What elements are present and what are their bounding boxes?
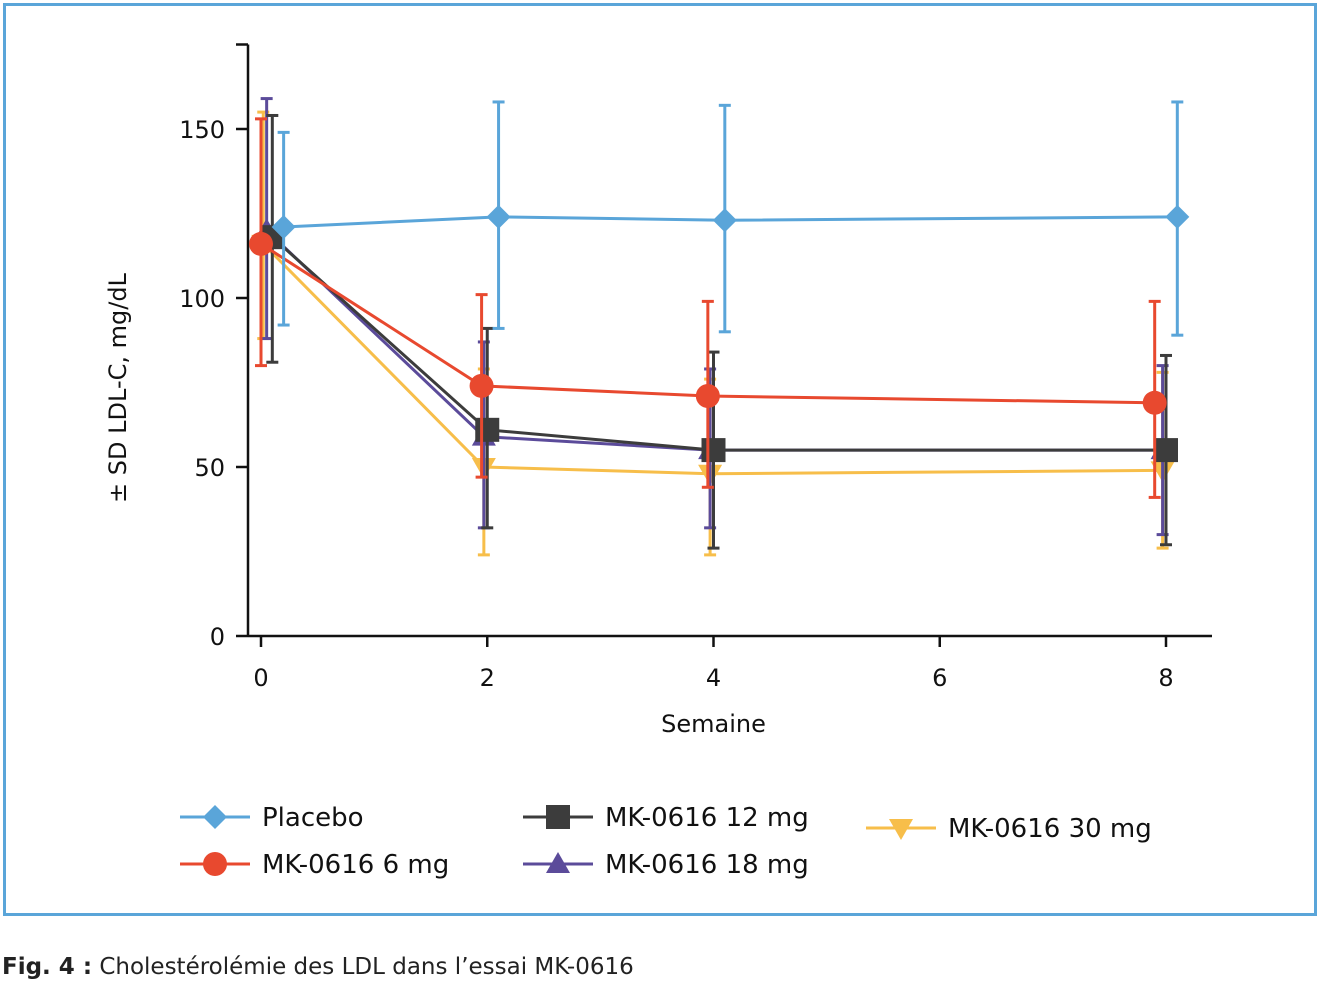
caption-prefix: Fig. 4 : [2,954,93,980]
figure-caption: Fig. 4 : Cholestérolémie des LDL dans l’… [2,954,634,980]
legend-marker [889,819,913,840]
data-point [1165,204,1190,229]
series-line [283,215,1178,229]
legend-label: MK-0616 30 mg [948,814,1152,844]
series-line [271,236,1166,452]
x-tick-label: 0 [253,664,268,692]
data-point [475,417,500,442]
data-point [1142,390,1167,415]
legend-label: Placebo [262,803,364,833]
y-axis-title: ± SD LDL-C, mg/dL [104,272,132,502]
legend-marker [546,852,570,873]
x-tick-label: 2 [480,664,495,692]
y-tick-label: 0 [210,623,225,651]
caption-text: Cholestérolémie des LDL dans l’essai MK-… [92,954,634,980]
x-tick-label: 6 [932,664,947,692]
data-point [701,438,726,463]
legend-label: MK-0616 18 mg [605,850,809,880]
legend-marker [546,805,570,829]
legend-marker [203,805,227,829]
legend-label: MK-0616 6 mg [262,850,449,880]
x-axis-title: Semaine [661,710,766,738]
series-line [260,242,1155,405]
y-tick-label: 50 [194,454,225,482]
data-point [695,384,720,409]
data-point [271,215,296,240]
data-point [486,204,511,229]
series-line [262,242,1163,476]
legend-label: MK-0616 12 mg [605,803,809,833]
y-tick-label: 150 [179,116,225,144]
data-point [712,208,737,233]
figure-frame [3,3,1317,916]
y-tick-label: 100 [179,285,225,313]
data-point [469,373,494,398]
ldl-chart: 0 50 100 150 0 2 4 6 8 Semaine ± SD LDL-C, mg/dL Pl… [104,43,1212,880]
data-point [249,231,273,256]
x-tick-label: 8 [1158,664,1173,692]
legend-marker [203,852,227,876]
data-point [1154,438,1178,463]
x-tick-label: 4 [706,664,721,692]
